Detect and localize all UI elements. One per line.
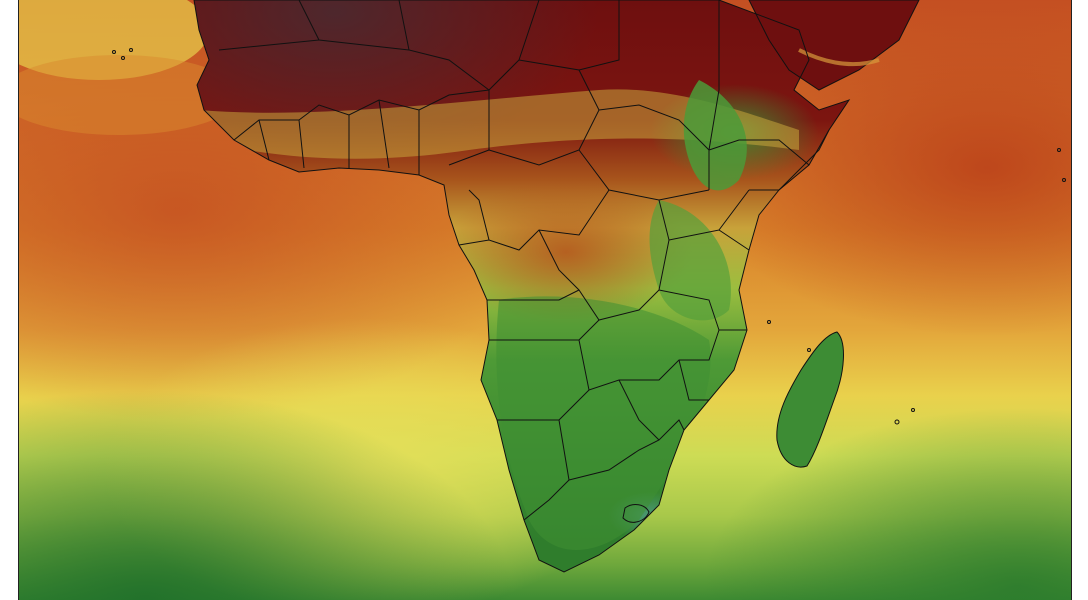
arabian-coast-detail — [798, 48, 880, 67]
small-islands — [112, 48, 1066, 425]
arabian-peninsula — [748, 0, 920, 91]
map-panel — [18, 0, 1072, 600]
madagascar-island — [776, 331, 844, 468]
country-borders — [193, 0, 850, 573]
ocean-northwest-orange-patch — [19, 55, 239, 135]
africa-humidity-map — [19, 0, 1071, 600]
